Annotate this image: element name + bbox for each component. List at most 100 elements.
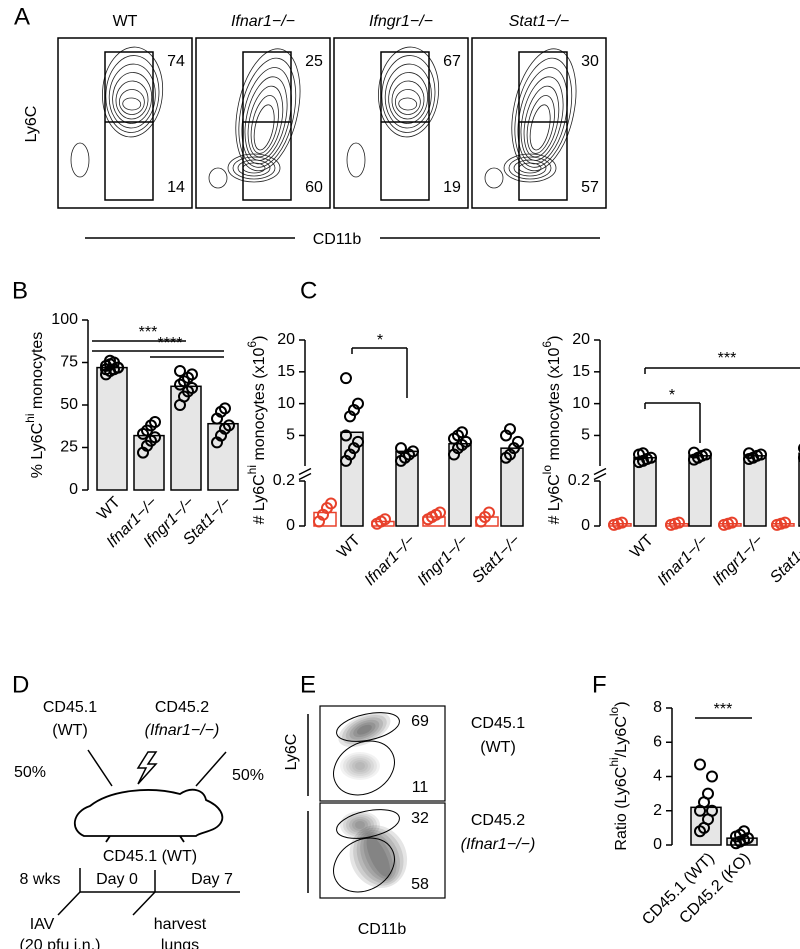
data-point	[325, 497, 337, 510]
contour	[108, 63, 156, 129]
data-point	[434, 506, 446, 519]
data-point	[379, 513, 391, 526]
bar	[688, 455, 712, 527]
significance-label: ***	[714, 701, 733, 718]
panel-letter: B	[12, 277, 28, 304]
data-point	[186, 368, 198, 381]
axis-label: Ly6C	[283, 734, 300, 771]
density	[345, 717, 384, 743]
data-point	[112, 361, 124, 374]
arrow-line	[195, 751, 227, 787]
diagram-text: Day 7	[191, 871, 233, 888]
axis-label: CD11b	[313, 231, 362, 248]
gate	[336, 809, 400, 839]
gate-value: 57	[581, 179, 599, 196]
plot-title: Stat1−/−	[509, 13, 570, 30]
mouse	[74, 788, 224, 843]
data-point	[700, 448, 712, 461]
data-point	[512, 435, 524, 448]
contour	[513, 159, 547, 177]
data-point	[755, 448, 767, 461]
contour	[378, 46, 440, 138]
data-point	[456, 426, 468, 439]
y-axis-label: % Ly6Chi monocytes	[23, 332, 46, 479]
data-point	[186, 382, 198, 394]
contour	[247, 85, 284, 158]
data-point	[688, 446, 700, 459]
sample-label: (WT)	[480, 739, 516, 756]
density	[349, 758, 371, 774]
diagram-text: 50%	[232, 767, 264, 784]
panel-letter: F	[592, 671, 607, 698]
plot-frame	[319, 802, 446, 899]
gate-value: 30	[581, 53, 599, 70]
diagram-text: lungs	[161, 937, 199, 949]
data-point	[798, 453, 800, 463]
contour	[118, 89, 145, 115]
x-tick-label: WT	[627, 532, 657, 562]
data-point	[798, 443, 800, 453]
x-tick-label: WT	[94, 494, 124, 524]
y-label-part: hi	[607, 757, 621, 766]
data-point	[149, 416, 161, 428]
sample-label: CD45.2	[471, 812, 525, 829]
density	[353, 827, 404, 886]
contour	[122, 97, 142, 111]
gate-value: 19	[443, 179, 461, 196]
data-point	[483, 506, 495, 519]
significance-label: *	[377, 332, 383, 349]
y-tick-label: 4	[653, 768, 662, 785]
gate	[333, 740, 395, 796]
diagram-text: IAV	[30, 916, 55, 933]
panel-letter: C	[300, 277, 317, 304]
x-tick-label: WT	[334, 532, 364, 562]
y-axis-label: # Ly6Clo monocytes (x106)	[540, 336, 563, 525]
plot-frame	[319, 705, 446, 802]
plot-title: WT	[113, 13, 138, 30]
contour	[388, 72, 429, 124]
contour	[70, 142, 90, 178]
lightning	[136, 751, 158, 785]
plot-title: Ifngr1−/−	[369, 13, 433, 30]
density	[340, 752, 380, 780]
data-point	[637, 447, 649, 460]
contour	[253, 104, 275, 151]
plot-frame	[57, 37, 193, 209]
panel-letter: D	[12, 671, 29, 698]
contour	[238, 57, 297, 168]
data-point	[460, 435, 472, 448]
y-label-part: # Ly6C	[546, 474, 563, 524]
gate	[380, 51, 430, 201]
gate-value: 14	[167, 179, 185, 196]
density	[366, 836, 391, 877]
arrow-line	[87, 749, 113, 787]
gate	[242, 51, 292, 201]
y-label-part: lo	[607, 706, 621, 716]
gate-value: 67	[443, 53, 461, 70]
sample-label: CD45.1	[471, 715, 525, 732]
x-tick-label: Ifnar1−/−	[362, 532, 419, 589]
y-tick-label: 6	[653, 733, 662, 750]
data-point	[702, 787, 714, 800]
density	[349, 817, 371, 833]
sample-label: (Ifnar1−/−)	[461, 836, 536, 853]
density	[342, 714, 387, 745]
significance-label: ****	[158, 335, 183, 352]
y-label-part: monocytes (x10	[251, 347, 268, 464]
data-point	[779, 516, 791, 529]
data-point	[504, 423, 516, 436]
y-tick-label: 0.2	[568, 472, 590, 489]
y-label-part: monocytes	[29, 332, 46, 414]
density	[363, 834, 394, 879]
contour	[398, 97, 418, 111]
contour	[105, 55, 160, 133]
density	[343, 754, 377, 778]
bar	[500, 447, 524, 527]
diagram-text: CD45.2	[155, 699, 209, 716]
y-tick-label: 2	[653, 802, 662, 819]
axis-label: CD11b	[358, 921, 407, 938]
panel-letter: A	[14, 3, 30, 30]
gate-value: 11	[412, 779, 429, 796]
contour	[503, 153, 557, 183]
